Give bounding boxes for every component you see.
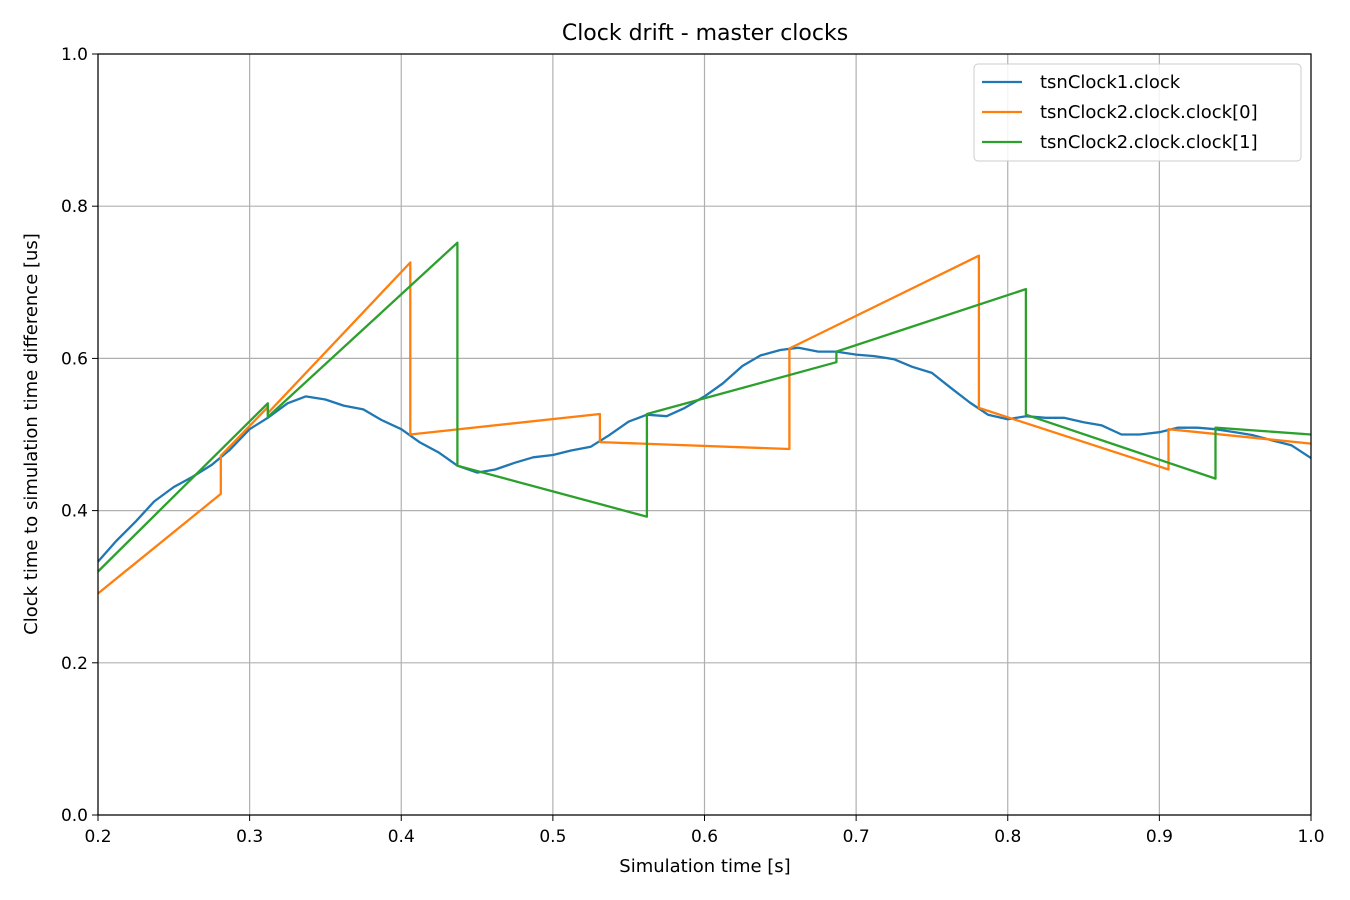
x-tick-label: 0.4 xyxy=(388,827,415,847)
x-tick-label: 0.3 xyxy=(236,827,263,847)
legend-label: tsnClock2.clock.clock[0] xyxy=(1040,102,1258,123)
y-tick-label: 1.0 xyxy=(61,45,88,65)
x-tick-label: 0.7 xyxy=(843,827,870,847)
series-line xyxy=(97,241,1312,573)
x-tick-label: 0.8 xyxy=(994,827,1021,847)
series-line xyxy=(97,254,1312,595)
y-axis-label: Clock time to simulation time difference… xyxy=(21,233,42,635)
y-tick-label: 0.4 xyxy=(61,502,88,522)
y-axis: 0.0 0.2 0.4 0.6 0.8 1.0 xyxy=(61,45,98,826)
legend-label: tsnClock1.clock xyxy=(1040,72,1181,93)
legend: tsnClock1.clock tsnClock2.clock.clock[0] t… xyxy=(973,63,1302,162)
x-axis-label: Simulation time [s] xyxy=(619,856,790,877)
x-tick-label: 0.6 xyxy=(691,827,718,847)
legend-box xyxy=(973,63,1302,162)
legend-label: tsnClock2.clock.clock[1] xyxy=(1040,132,1258,153)
y-tick-label: 0.2 xyxy=(61,654,88,674)
series-line xyxy=(97,346,1312,563)
y-tick-label: 0.6 xyxy=(61,349,88,369)
y-tick-label: 0.8 xyxy=(61,197,88,217)
x-tick-label: 0.5 xyxy=(539,827,566,847)
series-layer xyxy=(97,241,1312,595)
x-tick-label: 1.0 xyxy=(1297,827,1324,847)
y-tick-label: 0.0 xyxy=(61,806,88,826)
x-tick-label: 0.9 xyxy=(1146,827,1173,847)
chart-title: Clock drift - master clocks xyxy=(562,21,848,46)
x-axis: 0.2 0.3 0.4 0.5 0.6 0.7 0.8 0.9 1.0 xyxy=(84,815,1325,847)
x-tick-label: 0.2 xyxy=(84,827,111,847)
